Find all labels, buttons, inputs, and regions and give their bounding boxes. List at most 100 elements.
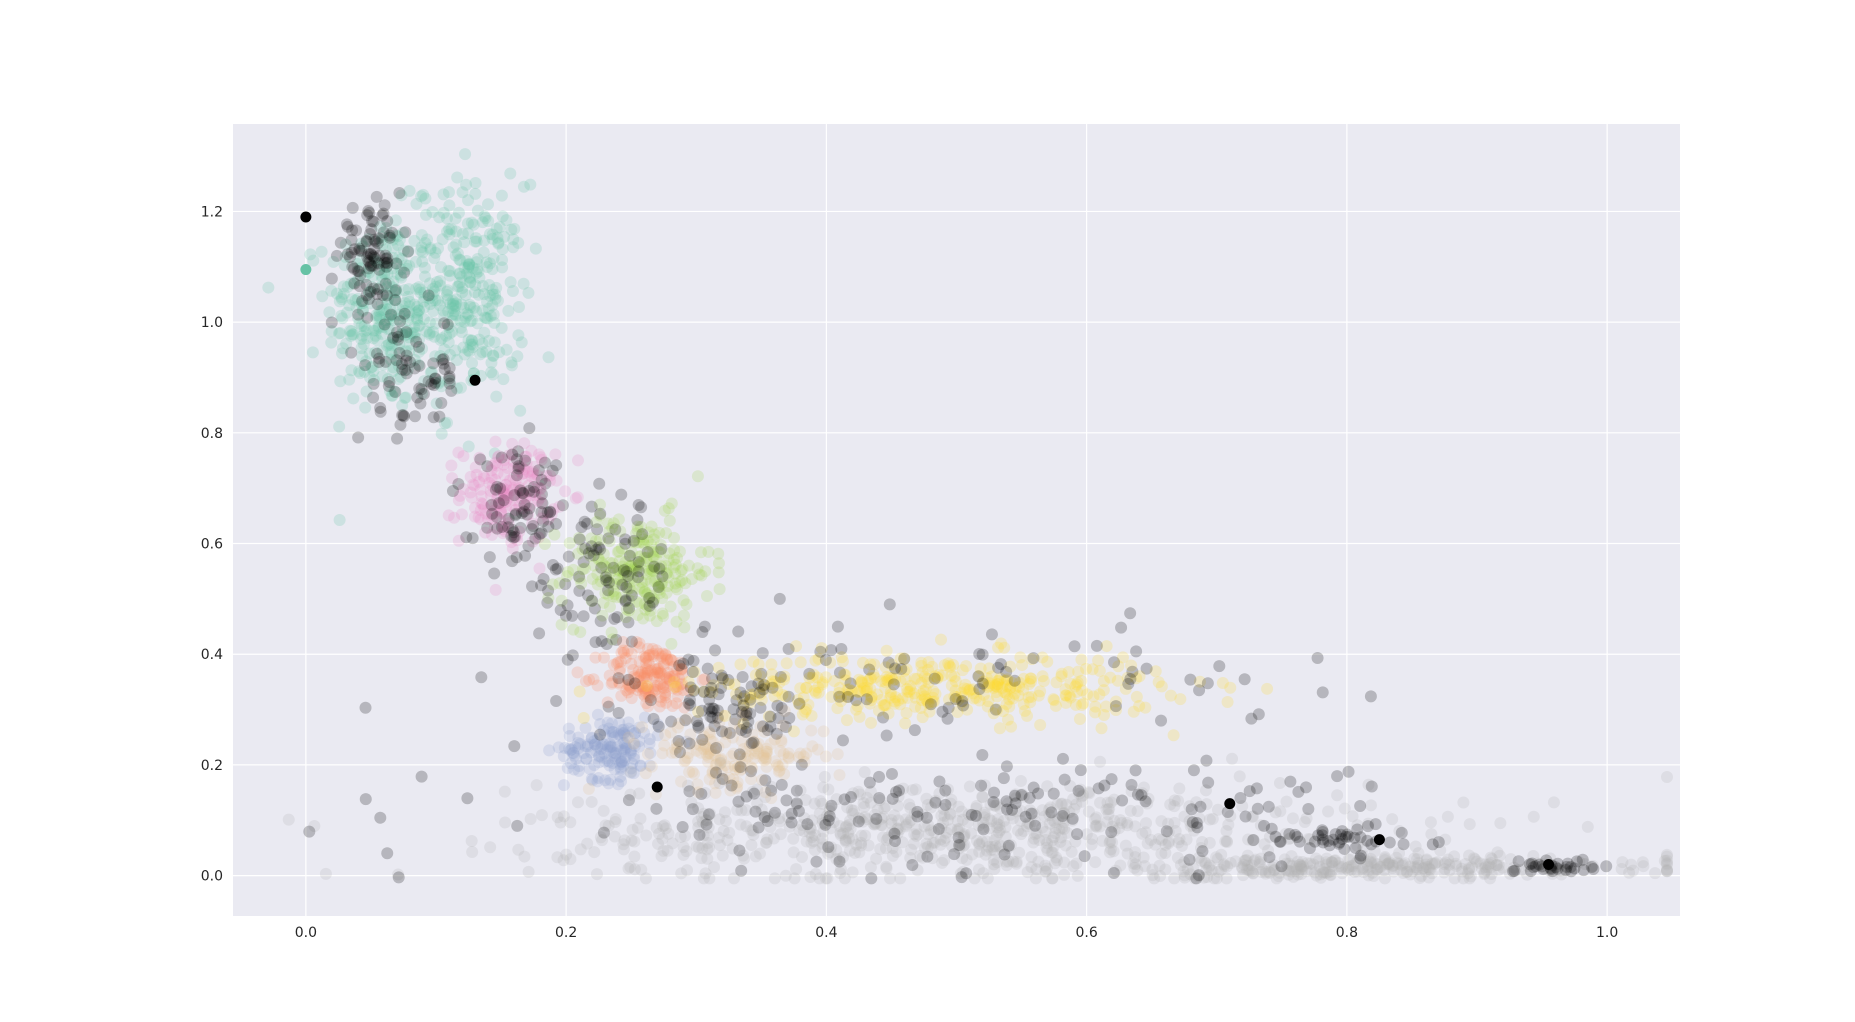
cluster-point	[787, 846, 800, 859]
cluster-point	[759, 752, 772, 765]
cluster-point	[1009, 681, 1022, 694]
cluster-point	[1527, 810, 1540, 823]
cluster-point	[502, 449, 515, 462]
cluster-point	[403, 259, 416, 272]
cluster-point	[739, 745, 752, 758]
cluster-point	[621, 644, 634, 657]
noise-point	[655, 542, 668, 555]
cluster-point	[1616, 856, 1629, 869]
cluster-point	[519, 450, 532, 463]
cluster-point	[758, 725, 771, 738]
cluster-point	[325, 284, 338, 297]
cluster-point	[879, 699, 892, 712]
noise-point	[744, 765, 757, 778]
cluster-point	[374, 220, 387, 233]
cluster-point	[550, 474, 563, 487]
cluster-point	[709, 777, 722, 790]
cluster-point	[931, 672, 944, 685]
cluster-point	[597, 738, 610, 751]
noise-point	[716, 725, 729, 738]
noise-point	[734, 686, 747, 699]
highlighted-point	[1373, 834, 1385, 846]
noise-point	[623, 549, 636, 562]
noise-point	[1251, 802, 1264, 815]
noise-point	[792, 805, 805, 818]
noise-point	[533, 627, 546, 640]
cluster-point	[629, 559, 642, 572]
cluster-point	[567, 563, 580, 576]
cluster-point	[524, 178, 537, 191]
cluster-point	[812, 681, 825, 694]
x-tick-label: 0.4	[815, 925, 837, 941]
cluster-point	[406, 327, 419, 340]
cluster-point	[1397, 866, 1410, 879]
cluster-point	[526, 517, 539, 530]
noise-point	[489, 483, 502, 496]
cluster-point	[408, 321, 421, 334]
cluster-point	[441, 284, 454, 297]
cluster-point	[598, 728, 611, 741]
cluster-point	[620, 563, 633, 576]
cluster-point	[989, 679, 1002, 692]
cluster-point	[945, 679, 958, 692]
cluster-point	[482, 334, 495, 347]
cluster-point	[534, 451, 547, 464]
cluster-point	[872, 704, 885, 717]
noise-point	[597, 826, 610, 839]
cluster-point	[437, 188, 450, 201]
cluster-point	[1025, 690, 1038, 703]
cluster-point	[513, 481, 526, 494]
cluster-point	[385, 389, 398, 402]
cluster-point	[401, 328, 414, 341]
cluster-point	[449, 293, 462, 306]
cluster-point	[1097, 675, 1110, 688]
cluster-point	[351, 274, 364, 287]
cluster-point	[515, 485, 528, 498]
cluster-point	[633, 550, 646, 563]
cluster-point	[415, 229, 428, 242]
cluster-point	[723, 826, 736, 839]
cluster-point	[455, 298, 468, 311]
cluster-point	[498, 785, 511, 798]
cluster-point	[462, 261, 475, 274]
cluster-point	[398, 284, 411, 297]
cluster-point	[1246, 866, 1259, 879]
cluster-point	[931, 671, 944, 684]
noise-point	[422, 289, 435, 302]
cluster-point	[768, 872, 781, 885]
noise-point	[490, 510, 503, 523]
noise-point	[810, 855, 823, 868]
noise-point	[656, 570, 669, 583]
cluster-point	[567, 623, 580, 636]
noise-point	[330, 249, 343, 262]
cluster-point	[442, 186, 455, 199]
cluster-point	[634, 557, 647, 570]
cluster-point	[397, 244, 410, 257]
cluster-point	[511, 350, 524, 363]
noise-point	[1130, 645, 1143, 658]
cluster-point	[703, 773, 716, 786]
cluster-point	[1155, 815, 1168, 828]
cluster-point	[725, 750, 738, 763]
cluster-point	[696, 816, 709, 829]
cluster-point	[655, 578, 668, 591]
cluster-point	[334, 375, 347, 388]
noise-point	[363, 206, 376, 219]
noise-point	[622, 794, 635, 807]
cluster-point	[688, 665, 701, 678]
cluster-point	[410, 306, 423, 319]
cluster-point	[494, 498, 507, 511]
cluster-point	[660, 586, 673, 599]
cluster-point	[623, 683, 636, 696]
cluster-point	[613, 564, 626, 577]
cluster-point	[647, 650, 660, 663]
cluster-point	[347, 392, 360, 405]
cluster-point	[668, 743, 681, 756]
cluster-point	[1373, 860, 1386, 873]
cluster-point	[381, 339, 394, 352]
cluster-point	[416, 255, 429, 268]
cluster-point	[621, 732, 634, 745]
cluster-point	[1174, 693, 1187, 706]
cluster-point	[780, 657, 793, 670]
cluster-point	[343, 373, 356, 386]
